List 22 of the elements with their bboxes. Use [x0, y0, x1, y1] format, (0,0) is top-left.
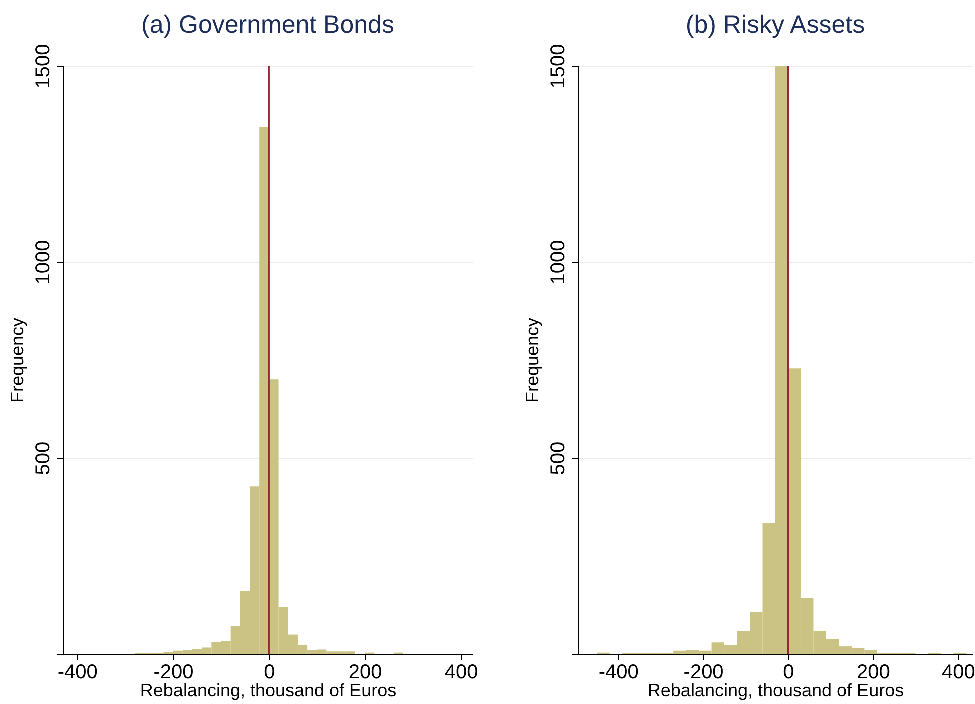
x-tick-label: -400	[58, 662, 98, 684]
x-tick-label: 200	[857, 662, 890, 684]
x-axis-title: Rebalancing, thousand of Euros	[648, 680, 904, 700]
y-tick-label: 1500	[32, 44, 54, 89]
x-tick-label: 400	[444, 662, 478, 684]
y-tick-label: 500	[548, 442, 570, 476]
y-axis-title: Frequency	[522, 318, 542, 404]
x-tick-label: 200	[348, 662, 382, 684]
y-tick-label: 1500	[548, 44, 570, 89]
chart-title: (b) Risky Assets	[686, 10, 866, 39]
y-tick-label: 1000	[32, 240, 54, 285]
x-tick-label: -200	[154, 662, 194, 684]
x-axis-title: Rebalancing, thousand of Euros	[140, 680, 397, 700]
x-tick-label: 400	[942, 662, 975, 684]
x-tick-label: 0	[264, 662, 276, 684]
x-tick-label: -400	[598, 662, 639, 684]
x-tick-label: -200	[684, 662, 724, 684]
chart-title: (a) Government Bonds	[142, 10, 394, 39]
x-tick-label: 0	[783, 662, 794, 684]
y-axis-title: Frequency	[8, 318, 28, 404]
y-tick-label: 500	[32, 442, 54, 476]
y-tick-label: 1000	[548, 240, 570, 285]
